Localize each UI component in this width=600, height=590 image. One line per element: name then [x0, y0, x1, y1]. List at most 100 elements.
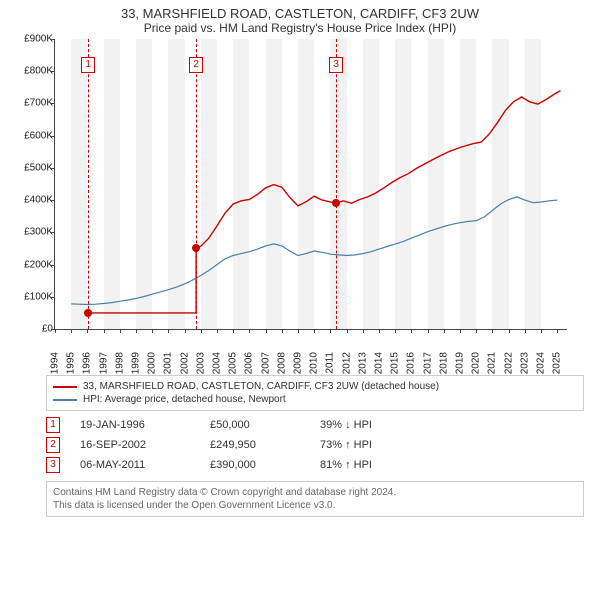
event-pct: 39% ↓ HPI [320, 419, 372, 431]
legend-label: HPI: Average price, detached house, Newp… [83, 394, 286, 405]
x-tick [217, 329, 218, 333]
x-tick-label: 1998 [114, 352, 125, 374]
series-price_paid [88, 91, 560, 313]
y-tick-label: £100K [13, 291, 53, 302]
event-date: 06-MAY-2011 [80, 459, 210, 471]
x-tick-label: 2009 [293, 352, 304, 374]
x-tick [444, 329, 445, 333]
x-tick-label: 2011 [325, 352, 336, 374]
x-tick-label: 2004 [212, 352, 223, 374]
event-vline [196, 39, 197, 329]
x-tick [87, 329, 88, 333]
x-tick-label: 2005 [228, 352, 239, 374]
x-tick-label: 2015 [390, 352, 401, 374]
legend-item: 33, MARSHFIELD ROAD, CASTLETON, CARDIFF,… [53, 380, 577, 393]
event-row: 216-SEP-2002£249,95073% ↑ HPI [46, 435, 584, 455]
event-pct: 81% ↑ HPI [320, 459, 372, 471]
event-row: 306-MAY-2011£390,00081% ↑ HPI [46, 455, 584, 475]
x-tick [557, 329, 558, 333]
x-tick-label: 2020 [471, 352, 482, 374]
event-date: 19-JAN-1996 [80, 419, 210, 431]
x-tick [233, 329, 234, 333]
footer-line-2: This data is licensed under the Open Gov… [53, 499, 577, 512]
event-dot-1 [84, 309, 92, 317]
series-lines [55, 39, 567, 329]
x-tick-label: 1994 [50, 352, 61, 374]
y-tick-label: £200K [13, 259, 53, 270]
event-price: £249,950 [210, 439, 320, 451]
x-tick [428, 329, 429, 333]
chart-subtitle: Price paid vs. HM Land Registry's House … [0, 21, 600, 39]
x-tick [460, 329, 461, 333]
x-tick [201, 329, 202, 333]
event-pct: 73% ↑ HPI [320, 439, 372, 451]
x-tick-label: 2023 [519, 352, 530, 374]
event-marker-3: 3 [329, 57, 343, 73]
y-tick-label: £900K [13, 34, 53, 45]
x-tick-label: 2021 [487, 352, 498, 374]
x-tick [363, 329, 364, 333]
x-tick [55, 329, 56, 333]
legend: 33, MARSHFIELD ROAD, CASTLETON, CARDIFF,… [46, 375, 584, 411]
x-tick [395, 329, 396, 333]
x-tick-label: 1999 [131, 352, 142, 374]
event-dot-2 [192, 244, 200, 252]
x-tick [298, 329, 299, 333]
y-tick [51, 168, 55, 169]
x-tick-label: 2022 [503, 352, 514, 374]
plot-region: £0£100K£200K£300K£400K£500K£600K£700K£80… [54, 39, 567, 330]
x-tick-label: 2014 [374, 352, 385, 374]
x-tick-label: 2025 [552, 352, 563, 374]
x-tick-label: 2012 [341, 352, 352, 374]
x-tick-label: 2016 [406, 352, 417, 374]
event-dot-3 [332, 199, 340, 207]
y-tick-label: £500K [13, 162, 53, 173]
x-tick [379, 329, 380, 333]
x-tick [411, 329, 412, 333]
x-tick-label: 1996 [82, 352, 93, 374]
x-tick [266, 329, 267, 333]
x-tick [104, 329, 105, 333]
y-tick-label: £600K [13, 130, 53, 141]
x-tick [249, 329, 250, 333]
x-tick-label: 2024 [536, 352, 547, 374]
x-tick [185, 329, 186, 333]
y-tick [51, 103, 55, 104]
event-row: 119-JAN-1996£50,00039% ↓ HPI [46, 415, 584, 435]
x-tick [314, 329, 315, 333]
y-tick [51, 136, 55, 137]
x-tick-label: 2000 [147, 352, 158, 374]
series-hpi [71, 197, 557, 305]
x-tick-label: 2008 [276, 352, 287, 374]
y-tick-label: £800K [13, 66, 53, 77]
event-vline [336, 39, 337, 329]
x-tick [120, 329, 121, 333]
footer-attribution: Contains HM Land Registry data © Crown c… [46, 481, 584, 517]
event-index-box: 2 [46, 437, 60, 453]
event-vline [88, 39, 89, 329]
y-tick [51, 200, 55, 201]
event-price: £390,000 [210, 459, 320, 471]
x-tick [282, 329, 283, 333]
y-tick [51, 297, 55, 298]
y-tick [51, 71, 55, 72]
x-tick-label: 1997 [98, 352, 109, 374]
x-tick [168, 329, 169, 333]
x-tick [525, 329, 526, 333]
x-tick-label: 2002 [179, 352, 190, 374]
legend-label: 33, MARSHFIELD ROAD, CASTLETON, CARDIFF,… [83, 381, 439, 392]
x-tick-label: 2006 [244, 352, 255, 374]
y-tick-label: £700K [13, 98, 53, 109]
x-tick [330, 329, 331, 333]
x-tick [476, 329, 477, 333]
x-tick [347, 329, 348, 333]
x-tick [71, 329, 72, 333]
event-marker-2: 2 [189, 57, 203, 73]
x-tick-label: 2017 [422, 352, 433, 374]
x-tick-label: 2018 [438, 352, 449, 374]
footer-line-1: Contains HM Land Registry data © Crown c… [53, 486, 577, 499]
y-tick [51, 265, 55, 266]
x-tick-label: 2013 [357, 352, 368, 374]
x-tick-label: 2010 [309, 352, 320, 374]
y-tick-label: £0 [13, 324, 53, 335]
